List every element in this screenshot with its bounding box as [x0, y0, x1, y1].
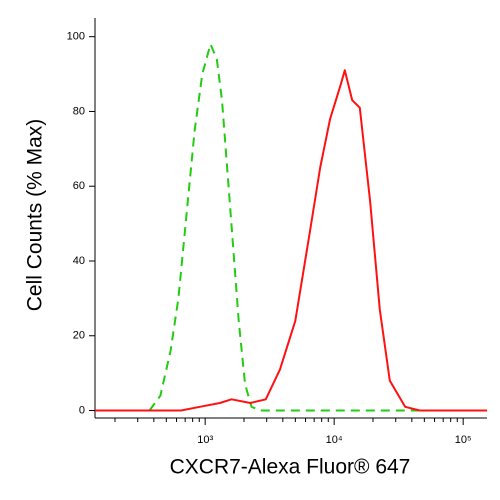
series-line — [95, 69, 487, 412]
y-tick-label: 100 — [67, 31, 85, 43]
x-tick-label: 10³ — [197, 434, 213, 446]
y-axis-title: Cell Counts (% Max) — [24, 119, 47, 312]
x-tick-label: 10⁴ — [326, 434, 343, 446]
x-tick-label: 10⁵ — [455, 434, 472, 446]
x-axis-title: CXCR7-Alexa Fluor® 647 — [170, 456, 411, 479]
y-tick-label: 80 — [73, 105, 85, 117]
series-line — [148, 43, 464, 412]
y-tick-label: 40 — [73, 255, 85, 267]
y-tick-label: 60 — [73, 180, 85, 192]
y-tick-label: 20 — [73, 330, 85, 342]
y-tick-label: 0 — [79, 404, 85, 416]
